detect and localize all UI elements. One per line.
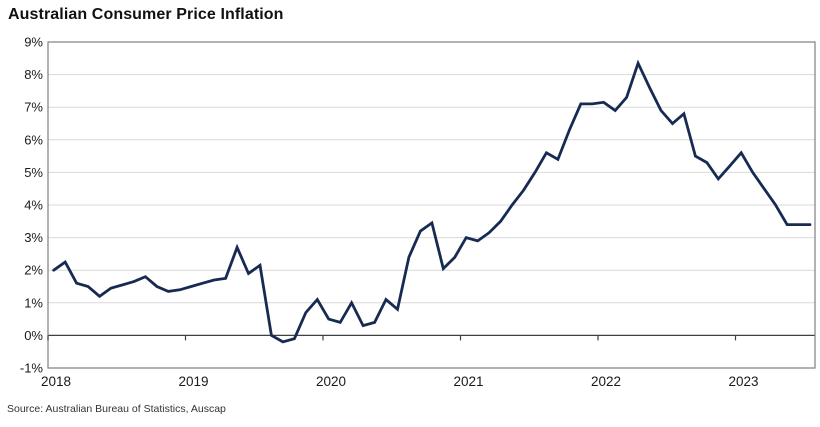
y-axis-label: 6% <box>24 132 43 147</box>
plot-border <box>47 41 816 369</box>
x-axis-label: 2023 <box>728 374 758 389</box>
x-axis-label: 2022 <box>591 374 621 389</box>
y-axis-label: -1% <box>20 361 44 376</box>
y-axis-label: 8% <box>24 67 43 82</box>
source-note: Source: Australian Bureau of Statistics,… <box>7 403 226 415</box>
y-axis-label: 4% <box>24 198 43 213</box>
chart-title: Australian Consumer Price Inflation <box>8 6 284 23</box>
x-axis-label: 2020 <box>316 374 346 389</box>
inflation-line <box>52 59 812 344</box>
y-axis-label: 5% <box>24 165 43 180</box>
y-axis-label: 2% <box>24 263 43 278</box>
x-axis-label: 2018 <box>41 374 71 389</box>
y-axis-label: 7% <box>24 100 43 115</box>
y-axis-label: 3% <box>24 230 43 245</box>
y-axis-label: 0% <box>24 328 43 343</box>
x-axis-label: 2019 <box>178 374 208 389</box>
y-axis-label: 9% <box>24 35 43 50</box>
y-axis-label: 1% <box>24 295 43 310</box>
x-axis-label: 2021 <box>453 374 483 389</box>
